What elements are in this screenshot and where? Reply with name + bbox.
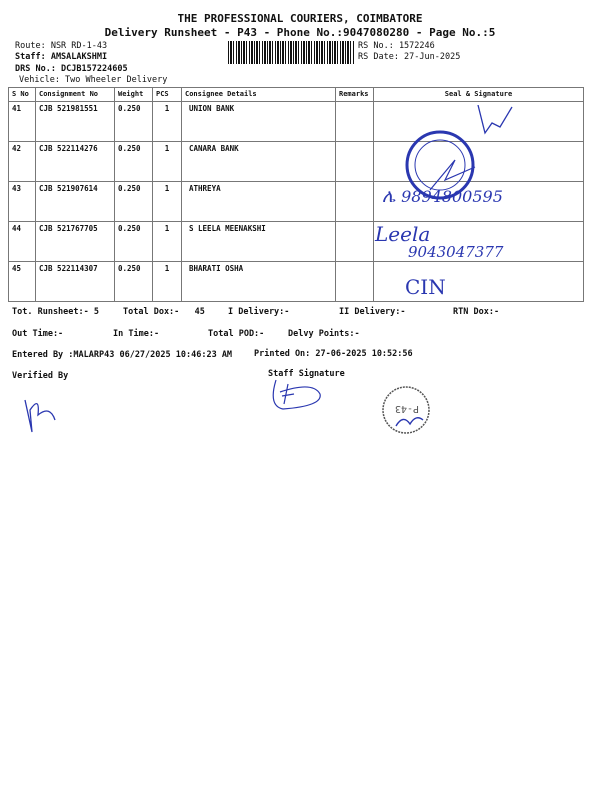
- cell-weight: 0.250: [114, 221, 153, 262]
- runsheet-subtitle: Delivery Runsheet - P43 - Phone No.:9047…: [104, 26, 496, 39]
- cell-remarks: [335, 221, 374, 262]
- col-consignee: Consignee Details: [181, 87, 336, 102]
- ii-delivery: II Delivery:-: [339, 307, 406, 317]
- rtn-dox: RTN Dox:-: [453, 307, 500, 317]
- rs-date: RS Date: 27-Jun-2025: [358, 52, 461, 62]
- cell-pcs: 1: [152, 101, 182, 142]
- cell-consignment: CJB 521981551: [35, 101, 115, 142]
- out-time: Out Time:-: [12, 329, 64, 339]
- col-seal: Seal & Signature: [373, 87, 584, 102]
- cell-consignee: CANARA BANK: [181, 141, 336, 182]
- cell-sno: 41: [8, 101, 36, 142]
- barcode: [228, 41, 354, 64]
- staff-signature-label: Staff Signature: [268, 369, 345, 379]
- row43-signature: ሌ 9894800595: [382, 186, 503, 207]
- verified-by-label: Verified By: [12, 371, 69, 381]
- cell-pcs: 1: [152, 221, 182, 262]
- table-row: 43 CJB 521907614 0.250 1 ATHREYA: [8, 181, 584, 222]
- cell-remarks: [335, 101, 374, 142]
- runsheet-table: S No Consignment No Weight PCS Consignee…: [8, 87, 584, 302]
- svg-text:P-43: P-43: [395, 403, 419, 414]
- col-remarks: Remarks: [335, 87, 374, 102]
- cell-pcs: 1: [152, 181, 182, 222]
- cell-consignment: CJB 522114307: [35, 261, 115, 302]
- cell-seal-signature: [373, 261, 584, 302]
- delvy-points: Delvy Points:-: [288, 329, 360, 339]
- rs-no: RS No.: 1572246: [358, 41, 435, 51]
- cell-sno: 44: [8, 221, 36, 262]
- table-row: 42 CJB 522114276 0.250 1 CANARA BANK: [8, 141, 584, 182]
- total-pod: Total POD:-: [208, 329, 265, 339]
- i-delivery: I Delivery:-: [228, 307, 290, 317]
- cell-pcs: 1: [152, 141, 182, 182]
- verifier-signature: [24, 399, 56, 433]
- cell-consignment: CJB 522114276: [35, 141, 115, 182]
- tot-runsheet: Tot. Runsheet:- 5: [12, 307, 99, 317]
- printed-on: Printed On: 27-06-2025 10:52:56: [254, 349, 413, 359]
- staff: Staff: AMSALAKSHMI: [15, 52, 108, 62]
- col-sno: S No: [8, 87, 36, 102]
- cell-consignee: ATHREYA: [181, 181, 336, 222]
- row45-sign: CIN: [405, 275, 446, 299]
- col-pcs: PCS: [152, 87, 182, 102]
- cell-weight: 0.250: [114, 101, 153, 142]
- table-header-row: S No Consignment No Weight PCS Consignee…: [8, 87, 584, 102]
- entered-by: Entered By :MALARP43 06/27/2025 10:46:23…: [12, 350, 233, 360]
- cell-pcs: 1: [152, 261, 182, 302]
- staff-signature: [272, 379, 321, 410]
- company-title: THE PROFESSIONAL COURIERS, COIMBATORE: [177, 12, 423, 25]
- cell-remarks: [335, 181, 374, 222]
- cell-remarks: [335, 141, 374, 182]
- col-consignment: Consignment No: [35, 87, 115, 102]
- row44-phone-sign: 9043047377: [408, 243, 504, 261]
- route: Route: NSR RD-1-43: [15, 41, 108, 51]
- vehicle: Vehicle: Two Wheeler Delivery: [19, 75, 168, 85]
- col-weight: Weight: [114, 87, 153, 102]
- cell-remarks: [335, 261, 374, 302]
- table-row: 45 CJB 522114307 0.250 1 BHARATI OSHA: [8, 261, 584, 302]
- cell-weight: 0.250: [114, 181, 153, 222]
- cell-sno: 45: [8, 261, 36, 302]
- cell-weight: 0.250: [114, 141, 153, 182]
- cell-sno: 43: [8, 181, 36, 222]
- cell-consignee: UNION BANK: [181, 101, 336, 142]
- total-dox: Total Dox:- 45: [123, 307, 205, 317]
- cell-consignee: BHARATI OSHA: [181, 261, 336, 302]
- cell-consignment: CJB 521767705: [35, 221, 115, 262]
- cell-weight: 0.250: [114, 261, 153, 302]
- in-time: In Time:-: [113, 329, 160, 339]
- cell-consignee: S LEELA MEENAKSHI: [181, 221, 336, 262]
- row44-name-sign: Leela: [375, 222, 431, 246]
- recipient-seal-signature: [405, 105, 513, 200]
- cell-consignment: CJB 521907614: [35, 181, 115, 222]
- staff-seal: P-43: [382, 386, 430, 434]
- cell-sno: 42: [8, 141, 36, 182]
- drs-no: DRS No.: DCJB157224605: [15, 64, 128, 74]
